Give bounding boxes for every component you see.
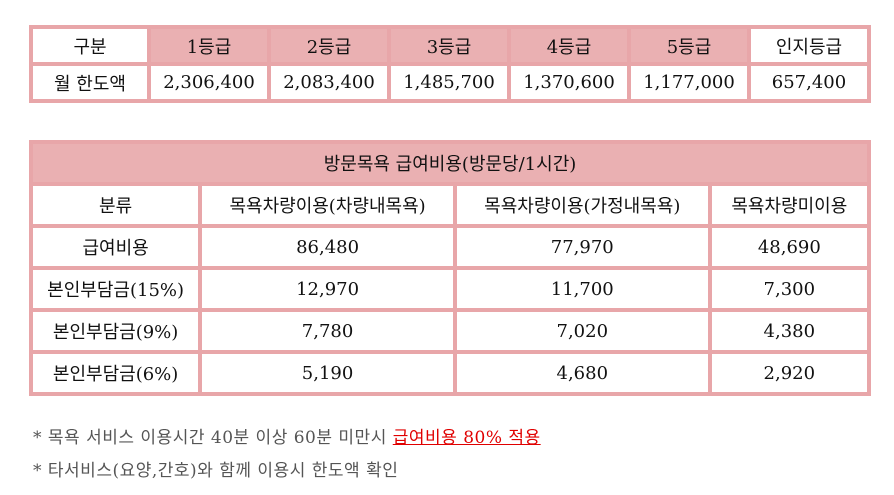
cost-table-title: 방문목욕 급여비용(방문당/1시간): [31, 142, 869, 184]
header-grade-4: 4등급: [509, 27, 629, 64]
row-label: 본인부담금(9%): [31, 310, 201, 352]
limit-value: 657,400: [749, 64, 869, 101]
cost-cell: 7,780: [200, 310, 455, 352]
cost-cell: 86,480: [200, 226, 455, 268]
cost-cell: 7,020: [454, 310, 710, 352]
cost-title-row: 방문목욕 급여비용(방문당/1시간): [31, 142, 869, 184]
note-bath-time: * 목욕 서비스 이용시간 40분 이상 60분 미만시 급여비용 80% 적용: [33, 423, 541, 448]
cost-cell: 48,690: [709, 226, 869, 268]
cost-cell: 4,380: [709, 310, 869, 352]
header-vehicle-at-home: 목욕차량이용(가정내목욕): [454, 184, 710, 226]
cost-cell: 2,920: [709, 352, 869, 394]
cost-cell: 77,970: [454, 226, 710, 268]
note-highlight: 급여비용 80% 적용: [392, 428, 541, 448]
cost-cell: 7,300: [709, 268, 869, 310]
header-grade-5: 5등급: [629, 27, 749, 64]
header-grade-2: 2등급: [269, 27, 389, 64]
cost-cell: 5,190: [200, 352, 455, 394]
header-category: 구분: [31, 27, 149, 64]
limit-value: 1,485,700: [389, 64, 509, 101]
visit-bath-cost-table: 방문목욕 급여비용(방문당/1시간) 분류 목욕차량이용(차량내목욕) 목욕차량…: [29, 140, 871, 396]
header-vehicle-in-car: 목욕차량이용(차량내목욕): [200, 184, 455, 226]
note-other-services: * 타서비스(요양,간호)와 함께 이용시 한도액 확인: [33, 461, 399, 481]
cost-cell: 11,700: [454, 268, 710, 310]
row-label: 본인부담금(15%): [31, 268, 201, 310]
limit-header-row: 구분 1등급 2등급 3등급 4등급 5등급 인지등급: [31, 27, 869, 64]
row-label: 본인부담금(6%): [31, 352, 201, 394]
cost-header-row: 분류 목욕차량이용(차량내목욕) 목욕차량이용(가정내목욕) 목욕차량미이용: [31, 184, 869, 226]
limit-value: 1,370,600: [509, 64, 629, 101]
note-text: * 목욕 서비스 이용시간 40분 이상 60분 미만시: [33, 428, 393, 448]
header-no-vehicle: 목욕차량미이용: [709, 184, 869, 226]
row-label-monthly-limit: 월 한도액: [31, 64, 149, 101]
monthly-limit-table: 구분 1등급 2등급 3등급 4등급 5등급 인지등급 월 한도액 2,306,…: [29, 25, 871, 103]
header-cognitive-grade: 인지등급: [749, 27, 869, 64]
row-label: 급여비용: [31, 226, 201, 268]
header-grade-1: 1등급: [149, 27, 269, 64]
table-row: 본인부담금(15%) 12,970 11,700 7,300: [31, 268, 869, 310]
header-classification: 분류: [31, 184, 201, 226]
limit-value: 1,177,000: [629, 64, 749, 101]
limit-value: 2,306,400: [149, 64, 269, 101]
cost-cell: 4,680: [454, 352, 710, 394]
header-grade-3: 3등급: [389, 27, 509, 64]
table-row: 본인부담금(9%) 7,780 7,020 4,380: [31, 310, 869, 352]
table-row: 본인부담금(6%) 5,190 4,680 2,920: [31, 352, 869, 394]
limit-value: 2,083,400: [269, 64, 389, 101]
table-row: 급여비용 86,480 77,970 48,690: [31, 226, 869, 268]
limit-value-row: 월 한도액 2,306,400 2,083,400 1,485,700 1,37…: [31, 64, 869, 101]
cost-cell: 12,970: [200, 268, 455, 310]
